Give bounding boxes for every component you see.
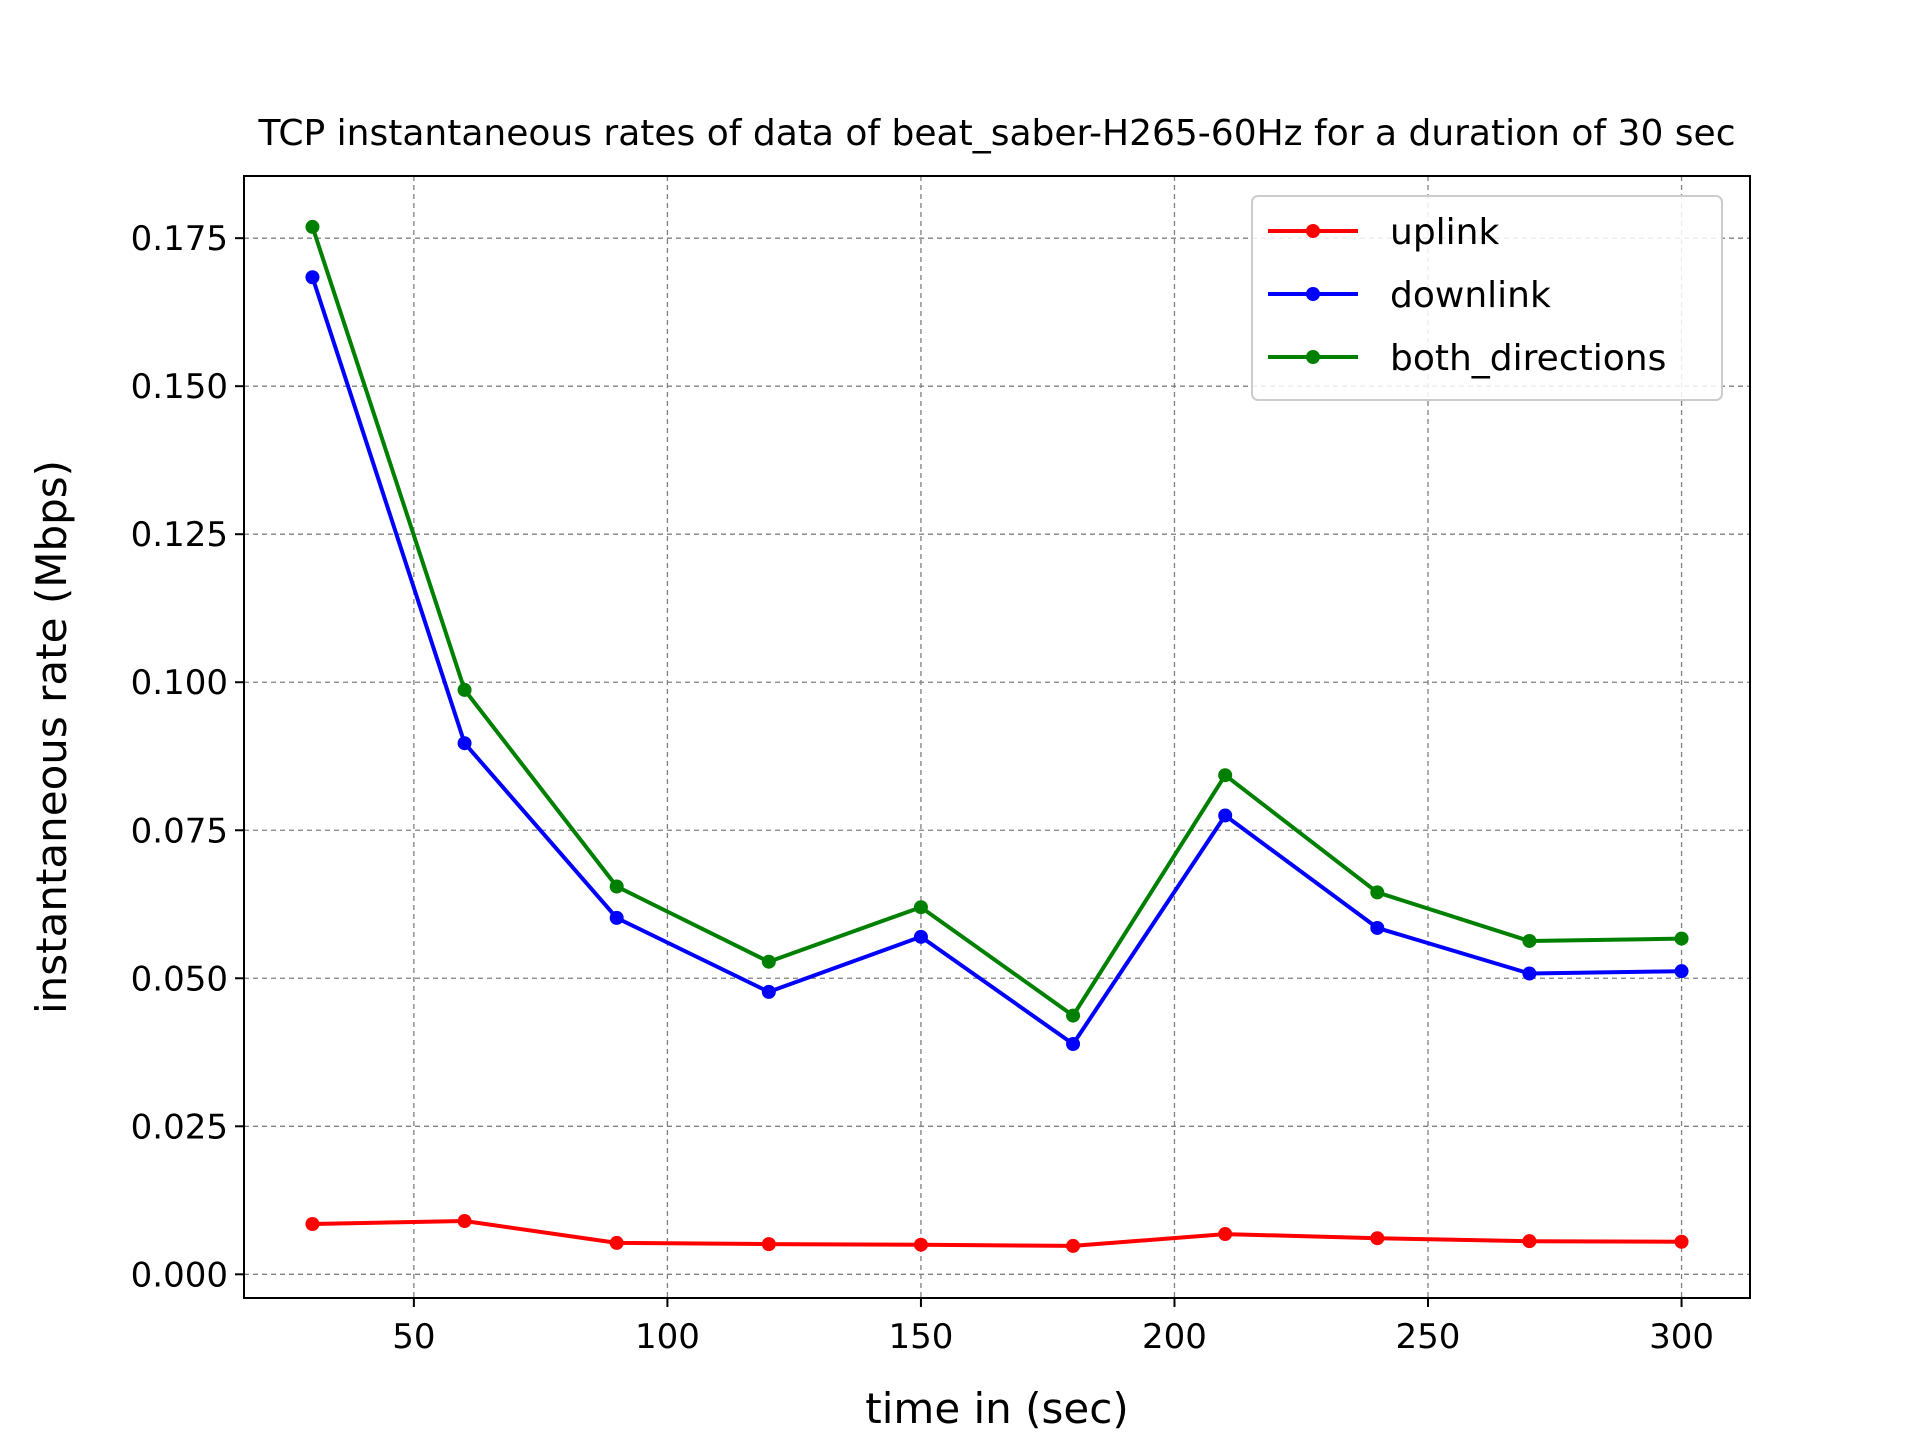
data-point [457,682,472,697]
y-tick-label: 0.175 [131,219,228,259]
series-layer [305,219,1689,1253]
data-point [1370,1231,1385,1246]
legend-swatch-marker [1306,224,1320,238]
x-tick-label: 50 [392,1317,435,1357]
data-point [1218,768,1233,783]
x-tick-label: 300 [1649,1317,1714,1357]
data-point [1370,920,1385,935]
grid-lines [244,176,1750,1298]
axis-ticks: 50 100 150 200 250 300 0.000 0.025 0.050 0.075 0.1… [131,219,1714,1357]
x-tick-label: 200 [1142,1317,1207,1357]
data-point [1674,1234,1689,1249]
series-line [312,1219,1682,1248]
y-axis-label: instantaneous rate (Mbps) [27,460,76,1014]
series-uplink [305,1214,1689,1253]
data-point [913,900,928,915]
data-point [457,1214,472,1229]
y-tick-label: 0.125 [131,515,228,555]
legend-swatch-marker [1306,287,1320,301]
y-tick-label: 0.150 [131,367,228,407]
y-tick-label: 0.100 [131,663,228,703]
data-point [1066,1008,1081,1023]
data-point [1674,964,1689,979]
legend-box [1251,195,1723,401]
data-point [761,984,776,999]
data-point [305,219,320,234]
series-downlink [305,270,1689,1051]
y-tick-label: 0.050 [131,959,228,999]
legend: uplink downlink both_directions [1251,195,1723,401]
data-point [761,1237,776,1252]
plot-frame [243,175,1751,1299]
legend-label: downlink [1390,275,1551,316]
data-point [1218,1227,1233,1242]
data-point [305,1216,320,1231]
y-tick-label: 0.075 [131,811,228,851]
x-tick-label: 100 [635,1317,700,1357]
data-point [913,1237,928,1252]
data-point [913,929,928,944]
data-point [1674,931,1689,946]
series-both-directions [305,219,1689,1023]
data-point [761,954,776,969]
data-point [1522,933,1537,948]
data-point [1370,885,1385,900]
data-point [609,1235,624,1250]
data-point [609,879,624,894]
data-point [1522,966,1537,981]
legend-label: uplink [1390,212,1499,253]
data-point [457,736,472,751]
data-point [1066,1036,1081,1051]
y-tick-label: 0.025 [131,1107,228,1147]
x-tick-label: 250 [1396,1317,1461,1357]
data-point [305,270,320,285]
chart-title: TCP instantaneous rates of data of beat_… [257,113,1735,154]
data-point [609,910,624,925]
y-tick-label: 0.000 [131,1255,228,1295]
data-point [1522,1234,1537,1249]
x-tick-label: 150 [888,1317,953,1357]
legend-swatch-marker [1306,350,1320,364]
series-line [310,226,1682,1018]
data-point [1066,1238,1081,1253]
legend-label: both_directions [1390,338,1666,379]
series-line [310,276,1682,1046]
x-axis-label: time in (sec) [865,1384,1128,1433]
data-point [1218,808,1233,823]
